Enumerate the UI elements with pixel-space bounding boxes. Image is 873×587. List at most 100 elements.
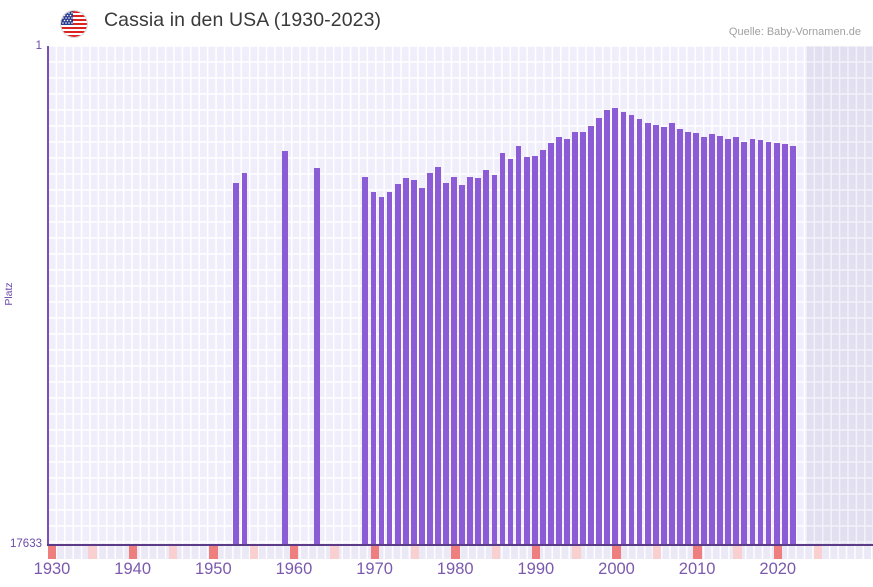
bar-1998[interactable] bbox=[596, 117, 603, 544]
x-tick-1965 bbox=[330, 546, 339, 559]
bar-2004[interactable] bbox=[644, 123, 651, 544]
bar-1995[interactable] bbox=[572, 131, 578, 544]
bar-1983[interactable] bbox=[475, 178, 482, 544]
x-tick-1975 bbox=[410, 546, 420, 559]
y-axis-label-top: 1 bbox=[35, 40, 42, 52]
x-tick-label-2000: 2000 bbox=[598, 560, 635, 578]
bar-1963[interactable] bbox=[314, 168, 320, 544]
x-tick-label-1940: 1940 bbox=[114, 560, 152, 578]
x-tick-2025 bbox=[814, 546, 823, 559]
bar-2007[interactable] bbox=[668, 123, 675, 544]
bar-1974[interactable] bbox=[402, 178, 409, 544]
bar-1987[interactable] bbox=[507, 158, 514, 544]
bar-1953[interactable] bbox=[233, 182, 240, 544]
bar-1993[interactable] bbox=[556, 137, 562, 544]
x-tick-1960 bbox=[289, 546, 299, 559]
bar-1959[interactable] bbox=[281, 151, 288, 544]
bar-1988[interactable] bbox=[515, 145, 522, 544]
bar-2005[interactable] bbox=[652, 124, 659, 544]
x-tick-1945 bbox=[168, 546, 178, 559]
y-axis-line bbox=[47, 46, 49, 545]
x-tick-2010 bbox=[693, 546, 702, 559]
bar-2006[interactable] bbox=[660, 127, 667, 544]
x-tick-1950 bbox=[209, 546, 218, 559]
bar-2014[interactable] bbox=[725, 138, 732, 544]
bar-1986[interactable] bbox=[499, 152, 506, 544]
bar-2010[interactable] bbox=[693, 133, 699, 544]
x-tick-1980 bbox=[451, 546, 460, 559]
bar-1997[interactable] bbox=[588, 126, 595, 544]
bar-1990[interactable] bbox=[531, 155, 538, 544]
bar-1972[interactable] bbox=[386, 192, 393, 544]
bar-1996[interactable] bbox=[580, 131, 586, 544]
bar-1976[interactable] bbox=[418, 188, 425, 544]
bar-1975[interactable] bbox=[410, 179, 417, 544]
bar-1982[interactable] bbox=[467, 176, 474, 544]
bar-2011[interactable] bbox=[701, 137, 707, 544]
x-tick-label-2010: 2010 bbox=[678, 560, 716, 578]
bar-1971[interactable] bbox=[378, 196, 385, 544]
x-tick-label-1970: 1970 bbox=[356, 560, 393, 578]
x-tick-2005 bbox=[652, 546, 662, 559]
x-axis-tick-labels: 1930 1940 1950 1960 1970 1980 1990 2000 2010 2020 bbox=[0, 560, 873, 586]
bar-2019[interactable] bbox=[765, 141, 772, 544]
bar-1980[interactable] bbox=[451, 176, 457, 544]
bar-2015[interactable] bbox=[733, 137, 740, 544]
bar-2012[interactable] bbox=[709, 134, 716, 544]
chart-header: Cassia in den USA (1930-2023) Quelle: Ba… bbox=[0, 0, 873, 46]
x-tick-label-1930: 1930 bbox=[33, 560, 71, 578]
bar-1992[interactable] bbox=[547, 142, 554, 544]
x-tick-2020 bbox=[773, 546, 783, 559]
bar-1977[interactable] bbox=[427, 172, 433, 544]
bar-2017[interactable] bbox=[749, 138, 756, 544]
x-tick-1940 bbox=[128, 546, 138, 559]
bar-1989[interactable] bbox=[523, 157, 530, 544]
bar-1973[interactable] bbox=[394, 183, 401, 544]
x-tick-1970 bbox=[370, 546, 379, 559]
x-tick-1955 bbox=[249, 546, 258, 559]
bar-1981[interactable] bbox=[459, 185, 466, 544]
bar-2003[interactable] bbox=[636, 118, 643, 544]
bar-1954[interactable] bbox=[241, 172, 248, 544]
x-tick-2015 bbox=[733, 546, 742, 559]
x-tick-label-2020: 2020 bbox=[759, 560, 797, 578]
bar-2021[interactable] bbox=[781, 144, 788, 544]
us-flag-icon bbox=[60, 10, 88, 38]
bar-2008[interactable] bbox=[676, 128, 683, 544]
bar-2001[interactable] bbox=[620, 111, 627, 544]
x-tick-label-1960: 1960 bbox=[275, 560, 313, 578]
bar-2022[interactable] bbox=[789, 145, 796, 544]
x-tick-label-1980: 1980 bbox=[436, 560, 474, 578]
bar-1979[interactable] bbox=[443, 182, 449, 544]
bar-2018[interactable] bbox=[757, 140, 764, 544]
x-tick-1990 bbox=[531, 546, 541, 559]
y-axis-title: Platz bbox=[3, 282, 15, 306]
bar-1969[interactable] bbox=[362, 176, 369, 544]
bar-1994[interactable] bbox=[564, 138, 570, 544]
bar-series bbox=[48, 46, 873, 544]
bar-1985[interactable] bbox=[491, 175, 498, 544]
bar-1999[interactable] bbox=[604, 110, 611, 544]
plot-area bbox=[48, 46, 873, 544]
bar-2020[interactable] bbox=[773, 142, 780, 544]
x-tick-1995 bbox=[572, 546, 581, 559]
x-tick-2000 bbox=[612, 546, 621, 559]
page-title: Cassia in den USA (1930-2023) bbox=[104, 9, 382, 31]
bar-1970[interactable] bbox=[370, 192, 377, 544]
bar-1978[interactable] bbox=[435, 166, 441, 544]
x-tick-1985 bbox=[491, 546, 500, 559]
bar-1984[interactable] bbox=[483, 169, 490, 544]
bar-2009[interactable] bbox=[685, 131, 691, 544]
source-label: Quelle: Baby-Vornamen.de bbox=[728, 26, 861, 38]
y-axis-label-bottom: 17633 bbox=[10, 538, 42, 550]
bar-1991[interactable] bbox=[539, 150, 546, 544]
x-tick-label-1990: 1990 bbox=[517, 560, 555, 578]
bar-2000[interactable] bbox=[612, 107, 619, 544]
x-tick-1930 bbox=[48, 546, 57, 559]
bar-2013[interactable] bbox=[717, 135, 724, 544]
x-tick-label-1950: 1950 bbox=[194, 560, 232, 578]
bar-2016[interactable] bbox=[741, 141, 748, 544]
bar-2002[interactable] bbox=[628, 114, 635, 544]
x-axis-tick-band bbox=[48, 546, 873, 559]
